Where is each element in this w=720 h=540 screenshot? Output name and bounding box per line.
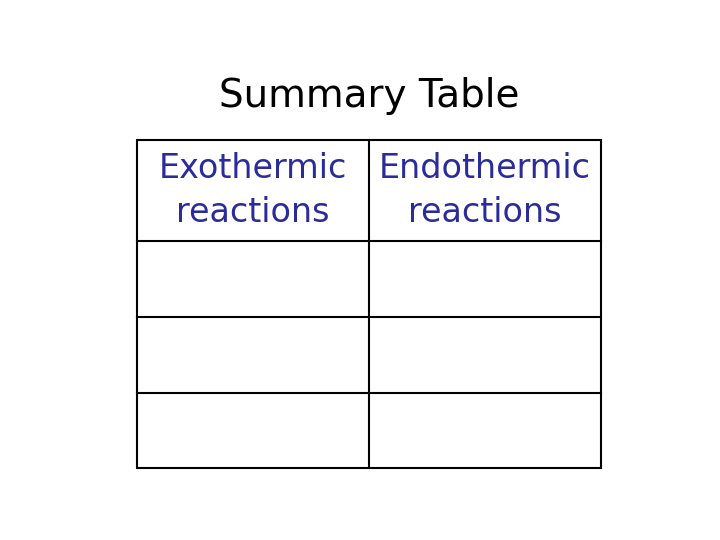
Text: Summary Table: Summary Table xyxy=(219,77,519,115)
Text: Endothermic
reactions: Endothermic reactions xyxy=(379,152,591,229)
Text: Exothermic
reactions: Exothermic reactions xyxy=(159,152,348,229)
Bar xyxy=(138,140,600,468)
